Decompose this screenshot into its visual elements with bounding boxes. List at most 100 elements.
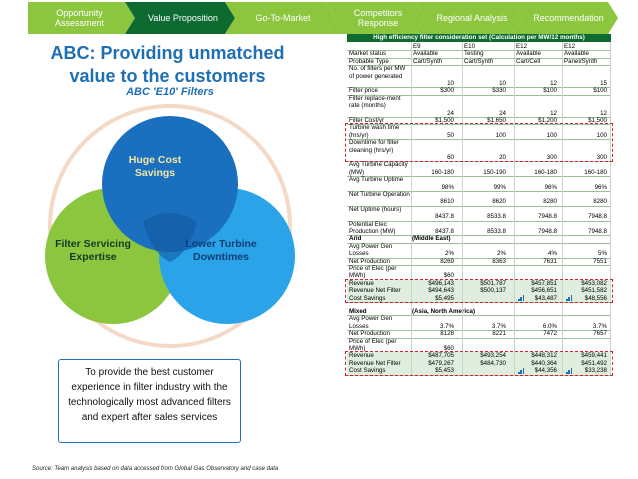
column-divider (562, 42, 563, 375)
table-cell: 300 (596, 154, 607, 161)
row-divider (347, 87, 611, 88)
table-cell: 5% (598, 250, 607, 258)
row-label: Avg Turbine Capacity (MW) (349, 161, 408, 176)
bar-chart-icon (566, 367, 573, 374)
row-divider (347, 57, 611, 59)
table-cell: 8280 (593, 198, 607, 206)
table-cell: 60 (447, 154, 454, 161)
bar-icon-bar (566, 299, 568, 302)
row-divider (347, 94, 611, 96)
row-divider (347, 176, 611, 177)
table-cell: $459,441 (581, 352, 607, 360)
table-cell: 15 (600, 80, 607, 87)
table-cell: 8363 (492, 257, 506, 265)
table-cell: Testing (464, 50, 484, 58)
nav-opportunity-assessment[interactable]: Opportunity Assessment (28, 2, 135, 34)
row-label: Revenue Net Filter (349, 359, 401, 367)
value-statement-box: To provide the best customer experience … (58, 359, 241, 443)
row-label: Net Production (349, 330, 390, 338)
venn-circle-top (102, 116, 238, 252)
table-cell: 7948.8 (588, 213, 607, 221)
table-cell: 50 (447, 131, 454, 139)
table-cell: 8221 (492, 330, 506, 338)
highlight-row-bg (347, 367, 611, 375)
row-divider (347, 315, 611, 316)
row-label: Filter Cost/yr (349, 117, 385, 124)
table-cell: 7472 (543, 330, 557, 338)
bar-chart-icon (566, 295, 573, 302)
table-cell: 7657 (593, 330, 607, 338)
table-cell: 2% (497, 250, 506, 258)
table-cell: $60 (443, 345, 454, 352)
table-cell: $479,267 (428, 359, 454, 367)
table-cell: 7551 (593, 257, 607, 265)
row-label: Avg Turbine Uptime (349, 176, 404, 184)
bar-chart-icon (518, 295, 525, 302)
table-cell: 8610 (440, 198, 454, 206)
bar-icon-bar (568, 297, 570, 302)
row-divider (347, 265, 611, 266)
table-cell: 8128 (440, 330, 454, 338)
table-cell: 160-180 (584, 168, 607, 176)
column-divider (514, 42, 515, 375)
table-cell: 7948.8 (538, 213, 557, 221)
row-label: Revenue (349, 352, 374, 360)
table-cell: $1,500 (435, 117, 454, 124)
bar-icon-bar (568, 369, 570, 374)
table-cell: 8533.8 (487, 213, 506, 221)
row-label: Revenue Net Filter (349, 287, 401, 295)
table-cell: 3.7% (439, 322, 454, 330)
table-cell: $457,851 (531, 279, 557, 287)
mixed-savings-highlight-box (345, 351, 613, 376)
nav-go-to-market[interactable]: Go-To-Market (225, 2, 335, 34)
nav-label: Recommendation (533, 13, 604, 23)
nav-competitors-response[interactable]: Competitors Response (325, 2, 425, 34)
table-cell: $496,143 (428, 279, 454, 287)
table-cell: $493,254 (480, 352, 506, 360)
source-note: Source: Team analysis based on data acce… (32, 466, 279, 472)
table-cell: 24 (447, 109, 454, 117)
row-divider (347, 65, 611, 66)
table-cell: 100 (546, 131, 557, 139)
table-cell: $44,356 (534, 367, 557, 375)
row-divider (347, 191, 611, 192)
row-divider (347, 257, 611, 259)
table-cell: Cart/Synth (413, 57, 443, 65)
row-label: Filter replace-ment rate (months) (349, 94, 401, 110)
table-cell: $501,787 (480, 279, 506, 287)
table-cell: E10 (464, 43, 476, 50)
highlight-row-bg (347, 294, 611, 302)
highlight-row-bg (347, 359, 611, 368)
table-cell: $48,556 (584, 294, 607, 302)
row-label: Avg Power Gen Losses (349, 242, 393, 258)
table-cell: Panel/Synth (564, 57, 598, 65)
row-divider (347, 330, 611, 331)
row-label: Cost Savings (349, 367, 386, 375)
process-nav: Opportunity Assessment Value Proposition… (28, 2, 638, 34)
row-label: Net Uptime (hours) (349, 205, 402, 213)
table-cell: 12 (600, 109, 607, 117)
nav-value-proposition[interactable]: Value Proposition (125, 2, 235, 34)
nav-label: Regional Analysis (436, 13, 508, 23)
row-label: Filter price (349, 87, 378, 95)
table-cell: $494,643 (428, 287, 454, 295)
row-label: Price of Elec (per MWh) (349, 337, 397, 352)
table-cell: 150-190 (483, 168, 506, 176)
table-cell: 96% (594, 183, 607, 191)
table-cell: $5,495 (435, 294, 454, 302)
table-cell: $451,582 (581, 287, 607, 295)
row-label: Avg Power Gen Losses (349, 315, 393, 330)
row-divider (347, 220, 611, 222)
table-cell: 7631 (543, 257, 557, 265)
table-cell: $330 (492, 87, 506, 95)
nav-recommendation[interactable]: Recommendation (513, 2, 618, 34)
table-cell: 96% (544, 183, 557, 191)
table-cell: 8620 (492, 198, 506, 206)
row-divider (347, 124, 611, 125)
bar-icon-bar (520, 369, 522, 374)
row-label: Market status (349, 50, 387, 58)
nav-regional-analysis[interactable]: Regional Analysis (415, 2, 523, 34)
bar-icon-bar (570, 295, 573, 302)
highlight-row-bg (347, 287, 611, 295)
bar-chart-icon (518, 367, 525, 374)
